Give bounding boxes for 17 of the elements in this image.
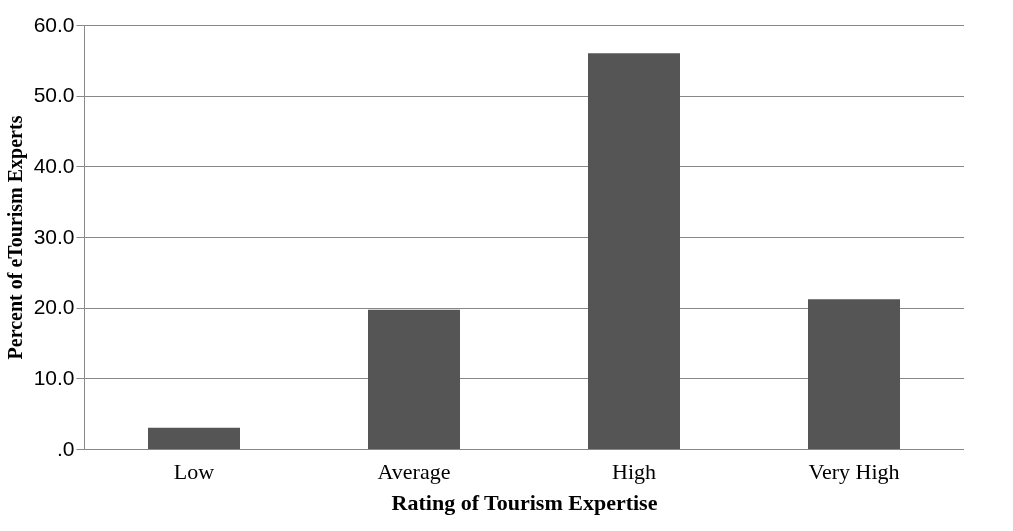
y-tick-label: 10.0 — [33, 365, 75, 389]
y-axis-title: Percent of eTourism Experts — [3, 115, 27, 360]
y-tick-label: 40.0 — [33, 153, 75, 177]
y-tick-label: 50.0 — [33, 83, 75, 107]
bar — [148, 427, 240, 449]
y-tick-label: 30.0 — [33, 224, 75, 248]
y-tick-label: 60.0 — [33, 12, 75, 36]
bar — [368, 309, 460, 449]
y-tick-label: 20.0 — [33, 295, 75, 319]
bar — [808, 299, 900, 449]
x-tick-label: Average — [377, 458, 451, 484]
y-tick-label: .0 — [56, 436, 75, 460]
x-axis-title: Rating of Tourism Expertise — [391, 489, 658, 515]
x-tick-label: Very High — [808, 458, 900, 484]
x-tick-label: Low — [173, 458, 215, 484]
x-tick-label: High — [612, 458, 656, 484]
bar — [588, 53, 680, 449]
